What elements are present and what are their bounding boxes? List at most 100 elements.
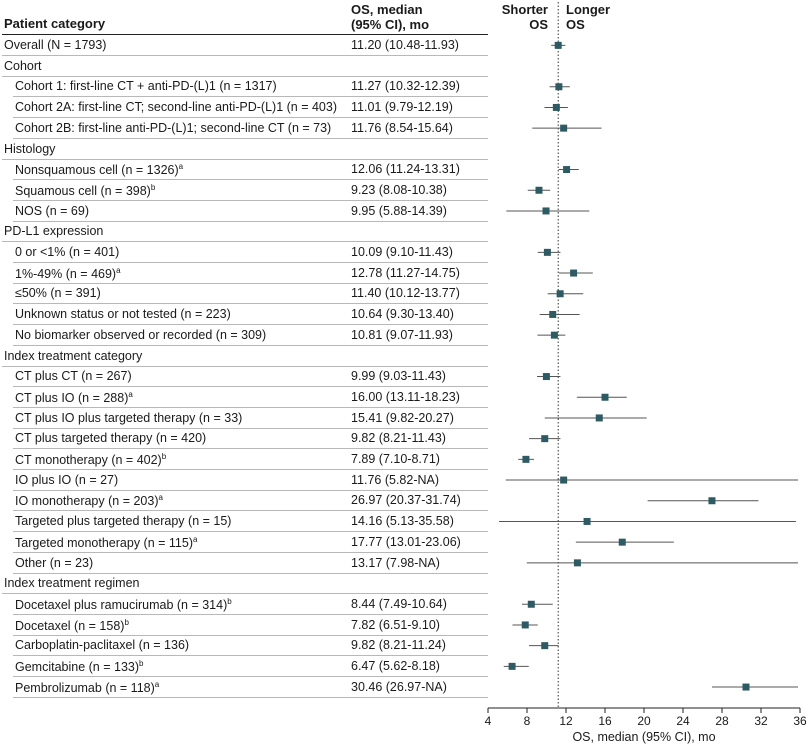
row-label: Targeted monotherapy (n = 115)a <box>15 535 197 550</box>
section-header-row: Cohort <box>2 56 488 77</box>
median-marker <box>542 373 550 381</box>
os-value: 26.97 (20.37-31.74) <box>351 493 461 508</box>
table-row: Cohort 1: first-line CT + anti-PD-(L)1 (… <box>2 76 488 98</box>
table-row: Targeted monotherapy (n = 115)a 17.77 (13… <box>2 532 488 553</box>
row-divider <box>13 96 488 98</box>
row-label-text: Squamous cell (n = 398) <box>15 183 151 198</box>
os-value: 11.40 (10.12-13.77) <box>351 286 460 301</box>
row-divider <box>13 179 488 181</box>
row-label: Other (n = 23) <box>15 556 93 570</box>
row-label: NOS (n = 69) <box>15 204 89 218</box>
row-divider <box>13 551 488 553</box>
row-label: Cohort 1: first-line CT + anti-PD-(L)1 (… <box>15 79 277 93</box>
row-divider <box>13 510 488 512</box>
row-divider <box>2 593 488 595</box>
row-label: Gemcitabine (n = 133)b <box>15 659 143 674</box>
median-marker <box>521 621 529 629</box>
row-label: ≤50% (n = 391) <box>15 286 101 300</box>
x-tick-label: 8 <box>524 714 531 728</box>
row-label-text: Unknown status or not tested (n = 223) <box>15 307 231 322</box>
row-label-text: CT plus IO plus targeted therapy (n = 33… <box>15 410 243 425</box>
median-marker <box>560 476 568 484</box>
table-row: 0 or <1% (n = 401) 10.09 (9.10-11.43) <box>2 242 488 263</box>
row-label: Docetaxel (n = 158)b <box>15 618 129 633</box>
row-divider <box>13 137 488 139</box>
median-marker <box>543 248 551 256</box>
os-value: 11.76 (5.82-NA) <box>351 472 440 487</box>
section-header-row: Index treatment category <box>2 346 488 367</box>
row-label-text: PD-L1 expression <box>4 224 104 239</box>
os-column-header: OS, median (95% CI), mo <box>351 2 429 32</box>
os-value: 10.09 (9.10-11.43) <box>351 245 453 259</box>
x-tick-label: 36 <box>793 714 807 728</box>
os-value: 9.95 (5.88-14.39) <box>351 203 447 218</box>
row-label: Cohort 2A: first-line CT; second-line an… <box>15 100 337 114</box>
table-row: Carboplatin-paclitaxel (n = 136) 9.82 (8.… <box>2 635 488 657</box>
row-label: Nonsquamous cell (n = 1326)a <box>15 162 183 177</box>
row-divider <box>13 406 488 408</box>
row-label: PD-L1 expression <box>4 224 103 238</box>
row-label: CT monotherapy (n = 402)b <box>15 452 166 467</box>
row-label: CT plus IO (n = 288)a <box>15 390 133 405</box>
row-label-text: Cohort 2B: first-line anti-PD-(L)1; seco… <box>15 120 332 135</box>
os-value: 14.16 (5.13-35.58) <box>351 514 454 529</box>
row-divider <box>13 386 488 388</box>
row-divider <box>13 531 488 533</box>
table-row: IO monotherapy (n = 203)a 26.97 (20.37-31… <box>2 490 488 512</box>
footnote-marker: a <box>154 679 160 689</box>
os-value: 11.27 (10.32-12.39) <box>351 79 460 94</box>
row-label-text: Docetaxel (n = 158) <box>15 618 125 633</box>
row-label-text: NOS (n = 69) <box>15 203 89 218</box>
row-divider <box>13 324 488 326</box>
row-label: Unknown status or not tested (n = 223) <box>15 307 231 321</box>
os-value: 9.82 (8.21-11.43) <box>351 431 446 446</box>
row-divider <box>13 344 488 346</box>
table-row: Docetaxel plus ramucirumab (n = 314)b 8.4… <box>2 594 488 615</box>
row-label: CT plus CT (n = 267) <box>15 369 132 383</box>
median-marker <box>560 124 568 132</box>
row-label-text: IO monotherapy (n = 203) <box>15 494 159 509</box>
os-value: 13.17 (7.98-NA) <box>351 555 440 570</box>
footnote-marker: b <box>161 452 167 461</box>
table-row: CT plus IO (n = 288)a 16.00 (13.11-18.23) <box>2 387 488 408</box>
row-divider <box>13 117 488 119</box>
table-row: Nonsquamous cell (n = 1326)a 12.06 (11.24… <box>2 159 488 181</box>
median-marker <box>570 269 578 277</box>
table-row: Pembrolizumab (n = 118)a 30.46 (26.97-NA) <box>2 677 488 698</box>
row-label-text: Gemcitabine (n = 133) <box>15 660 140 674</box>
row-label-text: Cohort <box>4 58 42 73</box>
row-label-text: Pembrolizumab (n = 118) <box>15 680 155 695</box>
table-row: No biomarker observed or recorded (n = 3… <box>2 325 488 346</box>
row-label: CT plus IO plus targeted therapy (n = 33… <box>15 411 242 425</box>
os-value: 10.64 (9.30-13.40) <box>351 307 454 322</box>
row-label: Carboplatin-paclitaxel (n = 136) <box>15 638 189 652</box>
row-divider <box>13 469 488 470</box>
footnote-marker: b <box>227 596 232 606</box>
row-divider <box>13 199 488 201</box>
table-row: CT plus targeted therapy (n = 420) 9.82 (… <box>2 428 488 450</box>
row-label-text: CT monotherapy (n = 402) <box>15 453 162 467</box>
row-label: Squamous cell (n = 398)b <box>15 183 155 198</box>
row-label-text: ≤50% (n = 391) <box>15 286 101 301</box>
median-marker <box>552 103 560 111</box>
median-marker <box>573 559 581 567</box>
section-header-row: PD-L1 expression <box>2 221 488 243</box>
os-value: 30.46 (26.97-NA) <box>351 679 447 694</box>
median-marker <box>541 435 549 443</box>
shorter-os-label: Shorter OS <box>480 2 548 32</box>
os-value: 10.81 (9.07-11.93) <box>351 327 453 342</box>
os-value: 6.47 (5.62-8.18) <box>351 659 440 673</box>
row-divider <box>13 489 488 491</box>
footnote-marker: a <box>178 162 184 172</box>
section-header-row: Histology <box>2 139 488 160</box>
os-value: 12.06 (11.24-13.31) <box>351 162 460 177</box>
row-label: CT plus targeted therapy (n = 420) <box>15 431 206 445</box>
row-label-text: 1%-49% (n = 469) <box>15 266 117 281</box>
x-axis-title: OS, median (95% CI), mo <box>572 730 716 744</box>
row-label: IO monotherapy (n = 203)a <box>15 493 163 508</box>
header-rule <box>2 34 488 35</box>
x-tick-label: 24 <box>676 714 690 728</box>
table-row: Targeted plus targeted therapy (n = 15) 1… <box>2 511 488 533</box>
row-label: Index treatment regimen <box>4 576 140 590</box>
median-marker <box>601 393 609 401</box>
